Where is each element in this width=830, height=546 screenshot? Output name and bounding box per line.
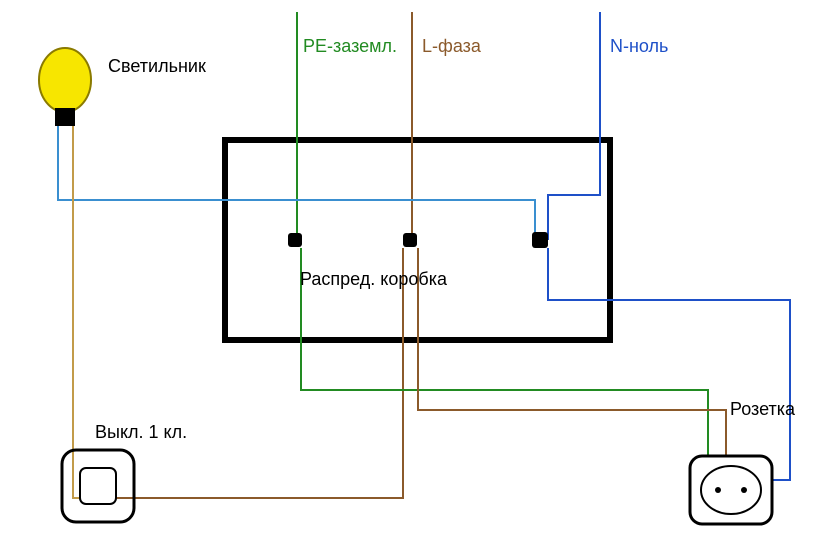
terminal-l xyxy=(403,233,417,247)
lamp-fixture xyxy=(39,48,91,126)
socket-pin-r-icon xyxy=(741,487,747,493)
wall-socket xyxy=(690,456,772,524)
wire-socket-n xyxy=(548,248,790,480)
terminals xyxy=(288,232,548,248)
label-l: L-фаза xyxy=(422,36,482,56)
terminal-pe xyxy=(288,233,302,247)
terminal-n xyxy=(532,232,548,248)
wire-n-in xyxy=(548,12,600,240)
label-lamp: Светильник xyxy=(108,56,206,76)
label-n: N-ноль xyxy=(610,36,668,56)
lamp-bulb-icon xyxy=(39,48,91,112)
lamp-base-icon xyxy=(55,108,75,126)
wiring-diagram: PE-заземл. L-фаза N-ноль Светильник Выкл. 1 … xyxy=(0,0,830,546)
wire-lamp-switched xyxy=(73,126,80,498)
label-box: Распред. коробка xyxy=(300,269,448,289)
labels: PE-заземл. L-фаза N-ноль Светильник Выкл. 1 … xyxy=(95,36,796,442)
label-pe: PE-заземл. xyxy=(303,36,397,56)
socket-face-icon xyxy=(701,466,761,514)
label-socket: Розетка xyxy=(730,399,796,419)
socket-pin-l-icon xyxy=(715,487,721,493)
switch-key-icon xyxy=(80,468,116,504)
label-switch: Выкл. 1 кл. xyxy=(95,422,187,442)
wire-socket-l xyxy=(418,248,726,456)
